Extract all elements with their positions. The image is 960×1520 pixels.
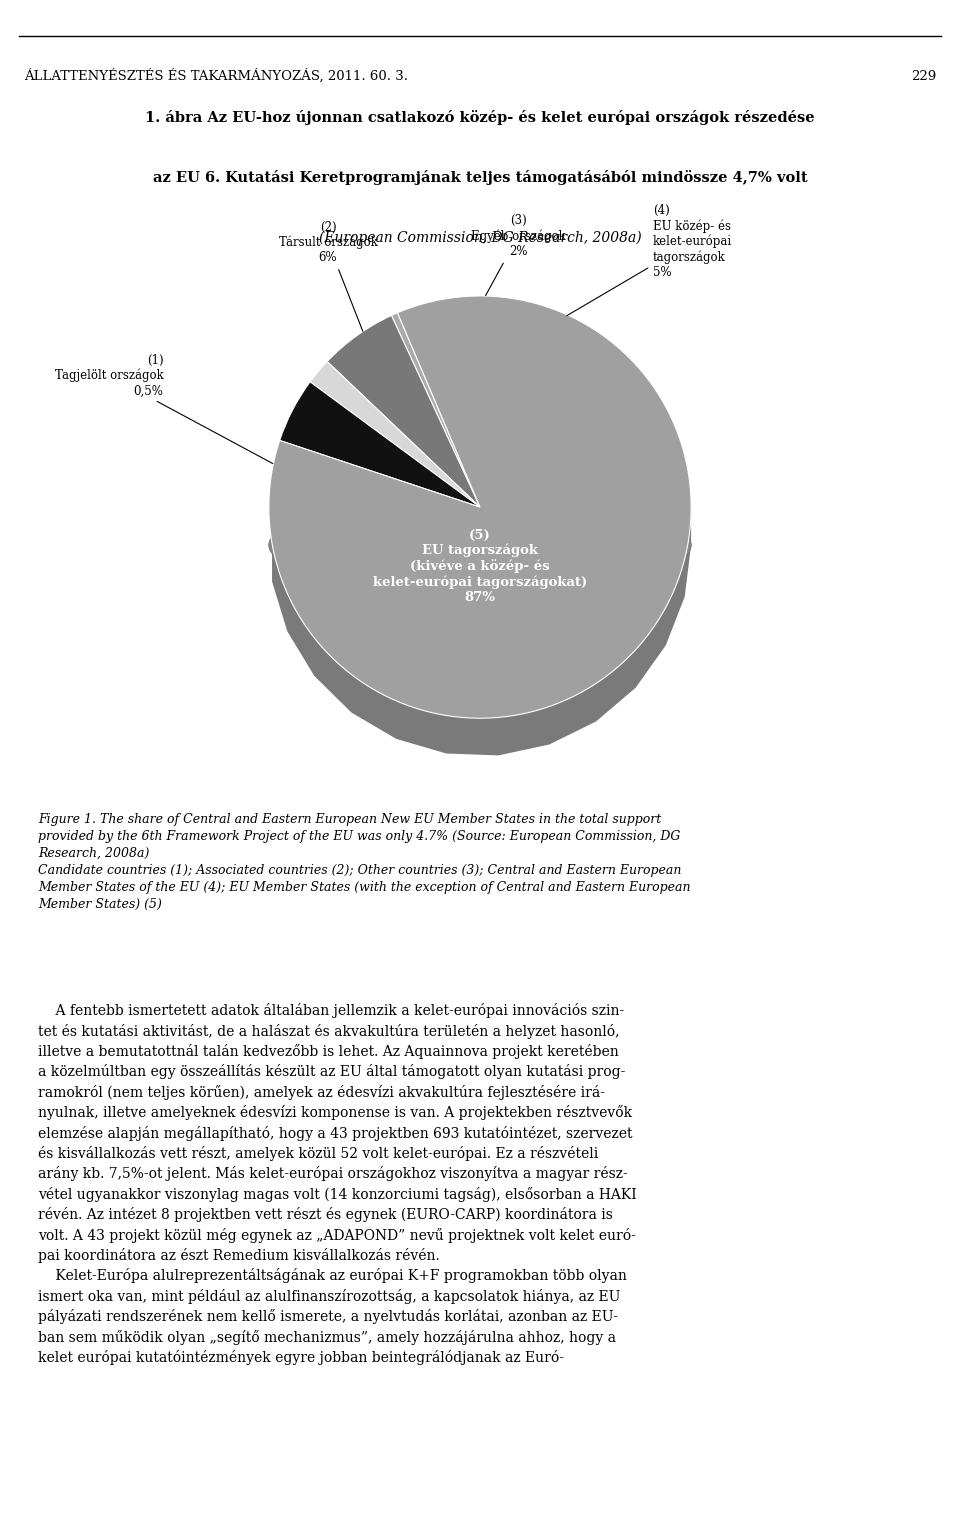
Text: 1. ábra Az EU-hoz újonnan csatlakozó közép- és kelet európai országok részedése: 1. ábra Az EU-hoz újonnan csatlakozó köz… bbox=[145, 109, 815, 125]
Text: (European Commission, DG Research, 2008a): (European Commission, DG Research, 2008a… bbox=[319, 230, 641, 245]
Ellipse shape bbox=[269, 497, 691, 593]
Text: (3)
Egyéb országok
2%: (3) Egyéb országok 2% bbox=[470, 214, 565, 296]
Text: (2)
Társult országok
6%: (2) Társult országok 6% bbox=[278, 220, 377, 331]
Text: (4)
EU közép- és
kelet-európai
tagországok
5%: (4) EU közép- és kelet-európai tagország… bbox=[566, 204, 732, 316]
Ellipse shape bbox=[269, 497, 691, 593]
Wedge shape bbox=[269, 296, 691, 717]
Wedge shape bbox=[392, 313, 480, 508]
Text: (1)
Tagjelölt országok
0,5%: (1) Tagjelölt országok 0,5% bbox=[55, 354, 273, 464]
Text: 229: 229 bbox=[911, 70, 936, 82]
Text: A fentebb ismertetett adatok általában jellemzik a kelet-európai innovációs szin: A fentebb ismertetett adatok általában j… bbox=[38, 1003, 637, 1365]
Text: az EU 6. Kutatási Keretprogramjának teljes támogatásából mindössze 4,7% volt: az EU 6. Kutatási Keretprogramjának telj… bbox=[153, 170, 807, 185]
Wedge shape bbox=[310, 362, 480, 508]
Text: ÁLLATTENYÉSZTÉS ÉS TAKARMÁNYOZÁS, 2011. 60. 3.: ÁLLATTENYÉSZTÉS ÉS TAKARMÁNYOZÁS, 2011. … bbox=[24, 68, 408, 84]
Wedge shape bbox=[327, 316, 480, 508]
Wedge shape bbox=[279, 382, 480, 508]
Text: Figure 1. The share of Central and Eastern European New EU Member States in the : Figure 1. The share of Central and Easte… bbox=[38, 813, 691, 910]
Text: (5)
EU tagországok
(kivéve a közép- és
kelet-európai tagországokat)
87%: (5) EU tagországok (kivéve a közép- és k… bbox=[372, 529, 588, 603]
Ellipse shape bbox=[269, 497, 691, 593]
Polygon shape bbox=[272, 508, 691, 755]
